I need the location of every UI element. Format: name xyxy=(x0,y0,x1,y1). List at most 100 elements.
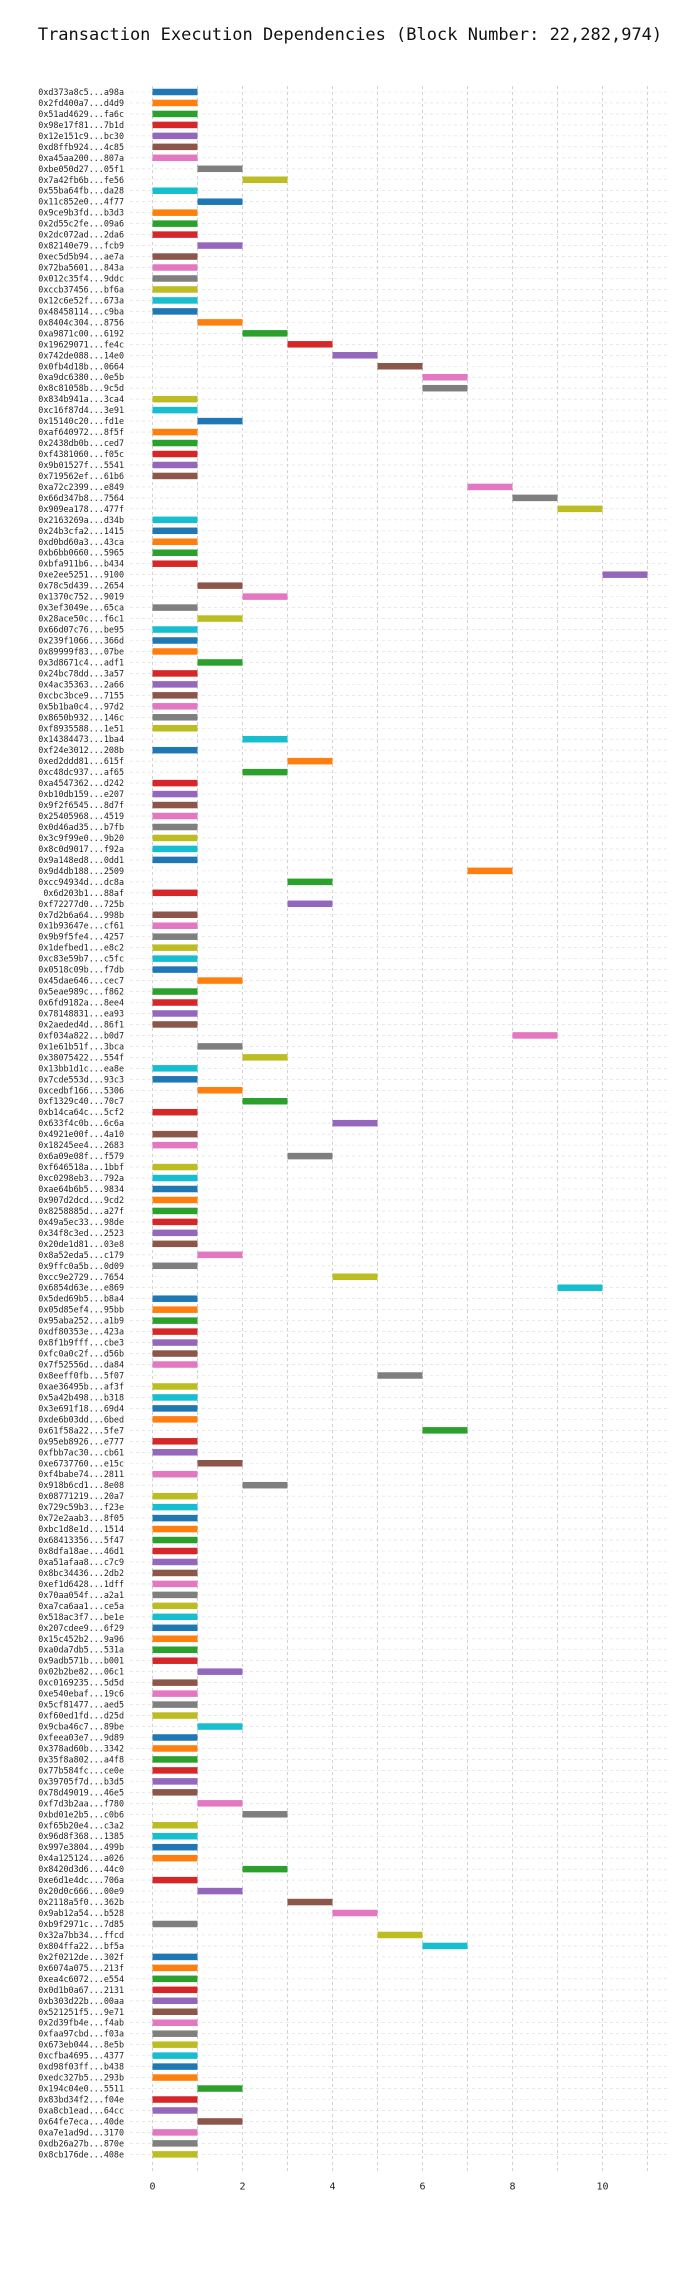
transaction-bar xyxy=(152,1646,198,1653)
transaction-bar xyxy=(152,1843,198,1851)
transaction-label: 0x72e2aab3...8f05 xyxy=(38,1513,124,1523)
transaction-label: 0x194c04e0...5511 xyxy=(38,2084,124,2094)
transaction-label: 0x7d2b6a64...998b xyxy=(38,910,124,920)
transaction-bar xyxy=(152,834,198,842)
transaction-label: 0xf60ed1fd...d25d xyxy=(38,1711,124,1721)
transaction-label: 0x2d55c2fe...09a6 xyxy=(38,219,124,229)
transaction-label: 0x834b941a...3ca4 xyxy=(38,394,124,404)
transaction-label: 0xd373a8c5...a98a xyxy=(38,87,124,97)
transaction-bar xyxy=(152,2019,198,2026)
transaction-label: 0xc48dc937...af65 xyxy=(38,767,124,777)
transaction-bar xyxy=(152,1580,198,1588)
transaction-bar xyxy=(197,417,243,425)
transaction-bar xyxy=(422,373,468,381)
transaction-bar xyxy=(152,286,198,293)
transaction-label: 0x4ac35363...2a66 xyxy=(38,679,124,689)
transaction-label: 0x20d0c666...00e9 xyxy=(38,1886,124,1896)
transaction-bar xyxy=(152,1328,198,1335)
transaction-bar xyxy=(152,670,198,677)
transaction-bar xyxy=(152,626,198,633)
transaction-bar xyxy=(152,922,198,929)
transaction-bar xyxy=(512,494,558,502)
transaction-bar xyxy=(152,2129,198,2136)
transaction-label: 0xb6bb0660...5965 xyxy=(38,548,124,558)
transaction-label: 0x24b3cfa2...1415 xyxy=(38,526,124,536)
transaction-label: 0x55ba64fb...da28 xyxy=(38,186,124,196)
transaction-label: 0x66d07c76...be95 xyxy=(38,625,124,635)
grid-layer xyxy=(130,86,670,2172)
transaction-bar xyxy=(152,1108,198,1116)
transaction-label: 0x15c452b2...9a96 xyxy=(38,1634,124,1644)
transaction-label: 0x5eae989c...f862 xyxy=(38,987,124,997)
transaction-bar xyxy=(152,1525,198,1533)
transaction-bar xyxy=(152,231,198,238)
transaction-label: 0xf65b20e4...c3a2 xyxy=(38,1820,124,1830)
transaction-label: 0x521251f5...9e71 xyxy=(38,2007,124,2017)
transaction-bar xyxy=(152,1569,198,1577)
transaction-label: 0x78d49019...46e5 xyxy=(38,1787,124,1797)
transaction-label: 0xae64b6b5...9834 xyxy=(38,1184,124,1194)
transaction-bar xyxy=(287,1152,333,1160)
transaction-label: 0x8c0d9017...f92a xyxy=(38,844,124,854)
transaction-label: 0xf4381060...f05c xyxy=(38,449,124,459)
transaction-label: 0x3d8671c4...adf1 xyxy=(38,657,124,667)
transaction-label: 0x2f0212de...302f xyxy=(38,1952,124,1962)
transaction-label: 0xbc1d8e1d...1514 xyxy=(38,1524,124,1534)
transaction-label: 0x14384473...1ba4 xyxy=(38,734,124,744)
transaction-label: 0x804ffa22...bf5a xyxy=(38,1941,124,1951)
transaction-label: 0x2d39fb4e...f4ab xyxy=(38,2018,124,2028)
transaction-label: 0xf1329c40...70c7 xyxy=(38,1096,124,1106)
transaction-label: 0x15140c20...fd1e xyxy=(38,416,124,426)
transaction-label: 0x18245ee4...2683 xyxy=(38,1140,124,1150)
transaction-bar xyxy=(152,1449,198,1456)
transaction-label: 0x77b584fc...ce0e xyxy=(38,1765,124,1775)
transaction-label: 0x8f1b9fff...cbe3 xyxy=(38,1338,124,1348)
transaction-bar xyxy=(152,1141,198,1149)
transaction-label: 0x0fb4d18b...0664 xyxy=(38,361,124,371)
transaction-label: 0xa51afaa8...c7c9 xyxy=(38,1557,124,1567)
transaction-label: 0x3ef3049e...65ca xyxy=(38,603,124,613)
transaction-bar xyxy=(152,1405,198,1412)
transaction-label: 0xef1d6428...1dff xyxy=(38,1579,124,1589)
transaction-label: 0xb14ca64c...5cf2 xyxy=(38,1107,124,1117)
transaction-label: 0x08771219...20a7 xyxy=(38,1491,124,1501)
transaction-label: 0x518ac3f7...be1e xyxy=(38,1612,124,1622)
transaction-label: 0xe6d1e4dc...706a xyxy=(38,1875,124,1885)
transaction-bar xyxy=(152,2107,198,2114)
transaction-label: 0x673eb044...8e5b xyxy=(38,2040,124,2050)
transaction-bar xyxy=(152,461,198,469)
transaction-bar xyxy=(242,330,288,337)
transaction-label: 0xe540ebaf...19c6 xyxy=(38,1689,124,1699)
transaction-label: 0xf24e3012...208b xyxy=(38,745,124,755)
transaction-label: 0x3e691f18...69d4 xyxy=(38,1403,124,1413)
transaction-bar xyxy=(152,812,198,820)
transaction-bar xyxy=(152,1701,198,1708)
transaction-label: 0x1370c752...9019 xyxy=(38,592,124,602)
transaction-bar xyxy=(152,264,198,271)
transaction-bar xyxy=(197,2085,243,2092)
transaction-bar xyxy=(152,823,198,831)
x-tick-label: 10 xyxy=(596,2181,608,2192)
transaction-label: 0x02b2be82...06c1 xyxy=(38,1667,124,1677)
transaction-bar xyxy=(152,1832,198,1840)
transaction-label: 0x9ce9b3fd...b3d3 xyxy=(38,208,124,218)
transaction-label: 0xea4c6072...e554 xyxy=(38,1974,124,1984)
transaction-bar xyxy=(197,242,243,249)
transaction-bar xyxy=(152,1690,198,1697)
transaction-bar xyxy=(152,1602,198,1610)
transaction-bar xyxy=(557,1284,603,1291)
transaction-bar xyxy=(152,801,198,809)
transaction-label: 0x0d1b0a67...2131 xyxy=(38,1985,124,1995)
transaction-label: 0x96d8f368...1385 xyxy=(38,1831,124,1841)
transaction-bar xyxy=(197,1800,243,1807)
x-tick-label: 0 xyxy=(149,2181,155,2192)
transaction-label: 0xe2ee5251...9100 xyxy=(38,570,124,580)
transaction-bar xyxy=(152,1196,198,1204)
transaction-bar xyxy=(152,428,198,436)
transaction-bar xyxy=(152,1536,198,1544)
transaction-bar xyxy=(152,725,198,732)
transaction-bar xyxy=(422,1427,468,1434)
transaction-bar xyxy=(152,1065,198,1072)
